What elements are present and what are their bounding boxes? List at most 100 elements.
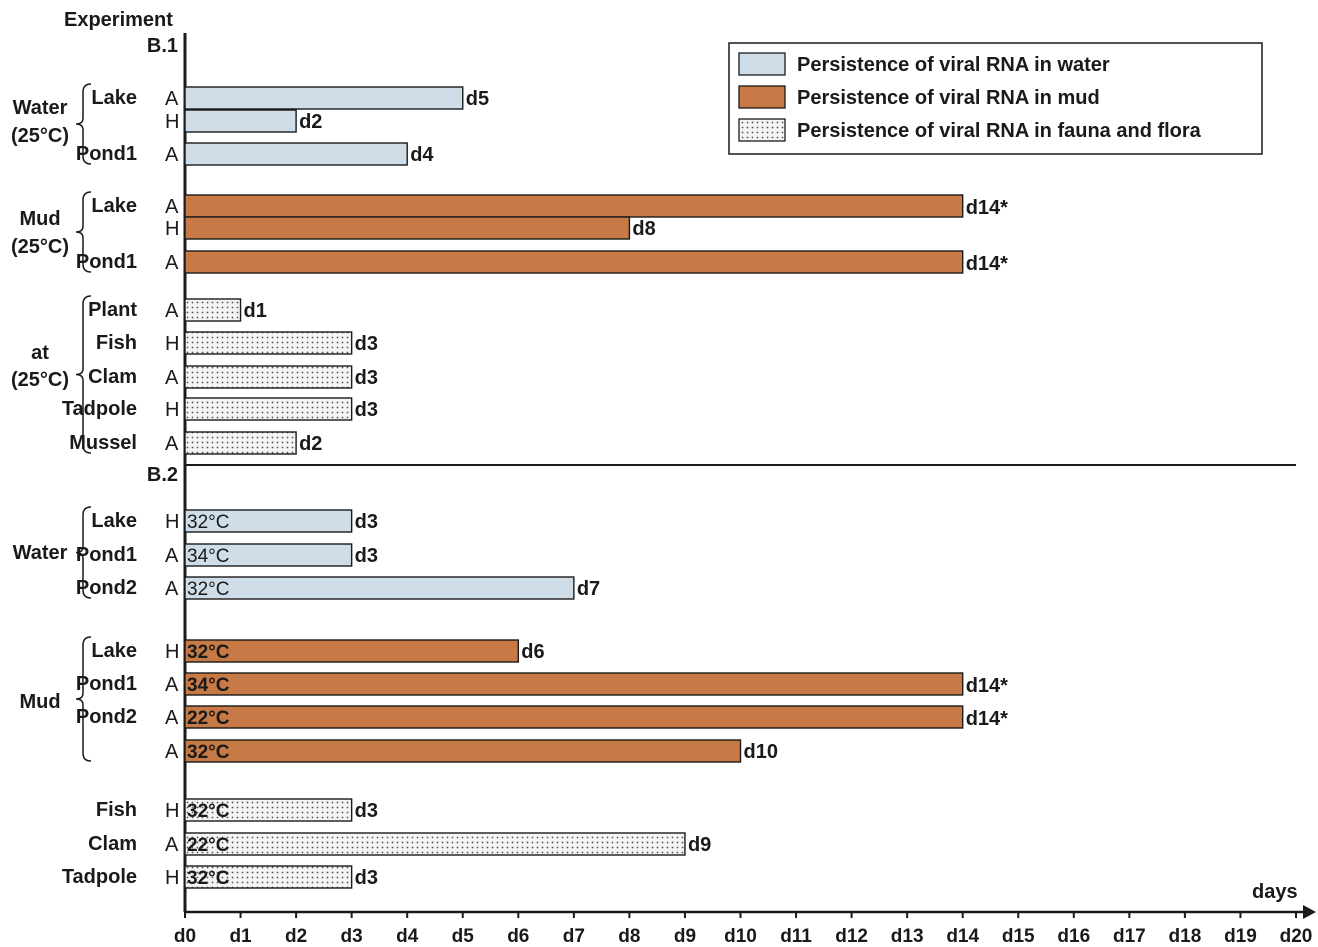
group-label: (25°C) xyxy=(11,369,69,391)
group-bracket xyxy=(75,295,92,454)
legend-label: Persistence of viral RNA in water xyxy=(797,54,1110,76)
legend-label: Persistence of viral RNA in fauna and fl… xyxy=(797,120,1202,142)
panel-title: B.1 xyxy=(147,35,178,57)
bar xyxy=(184,397,353,421)
bar-end-label: d5 xyxy=(466,88,489,110)
bar-end-label: d1 xyxy=(244,300,267,322)
x-tick-label: d8 xyxy=(618,926,640,947)
site-code: A xyxy=(165,741,179,763)
site-code: A xyxy=(165,834,179,856)
bar xyxy=(184,832,686,856)
bar xyxy=(184,705,964,729)
x-tick-label: d18 xyxy=(1169,926,1202,947)
temperature-label: 32°C xyxy=(187,801,230,822)
site-code: A xyxy=(165,674,179,696)
bar-end-label: d2 xyxy=(299,433,322,455)
site-code: A xyxy=(165,144,179,166)
bar xyxy=(184,798,353,822)
x-tick-label: d3 xyxy=(341,926,363,947)
row-label: Lake xyxy=(91,87,137,109)
bar-end-label: d8 xyxy=(632,218,655,240)
bar-end-label: d3 xyxy=(355,867,378,889)
bar-end-label: d3 xyxy=(355,367,378,389)
bar xyxy=(184,109,297,133)
row-label: Pond1 xyxy=(76,544,137,566)
site-code: A xyxy=(165,545,179,567)
row-label: Plant xyxy=(88,299,137,321)
group-bracket xyxy=(75,191,92,273)
x-tick-label: d12 xyxy=(835,926,868,947)
group-bracket xyxy=(75,506,92,599)
temperature-label: 32°C xyxy=(187,642,230,663)
bar-end-label: d14* xyxy=(966,675,1008,697)
site-code: H xyxy=(165,800,179,822)
x-tick-label: d15 xyxy=(1002,926,1035,947)
group-label: Mud xyxy=(19,208,60,230)
temperature-label: 34°C xyxy=(187,546,229,567)
group-label: Water xyxy=(13,97,68,119)
bar xyxy=(184,509,353,533)
site-code: A xyxy=(165,88,179,110)
x-tick-label: d10 xyxy=(724,926,757,947)
row-label: Tadpole xyxy=(62,398,137,420)
row-label: Clam xyxy=(88,833,137,855)
site-code: H xyxy=(165,867,179,889)
site-code: A xyxy=(165,196,179,218)
row-label: Pond1 xyxy=(76,673,137,695)
group-label: at xyxy=(31,342,49,364)
temperature-label: 32°C xyxy=(187,579,229,600)
legend-swatch xyxy=(738,85,786,109)
panel-title: B.2 xyxy=(147,464,178,486)
group-label: (25°C) xyxy=(11,125,69,147)
row-label: Fish xyxy=(96,799,137,821)
bar xyxy=(184,639,519,663)
bar-end-label: d3 xyxy=(355,399,378,421)
site-code: H xyxy=(165,333,179,355)
row-label: Lake xyxy=(91,510,137,532)
x-tick-label: d5 xyxy=(452,926,475,947)
bar-end-label: d6 xyxy=(521,641,544,663)
y-axis-title: Experiment xyxy=(64,9,173,31)
group-bracket xyxy=(75,636,92,762)
bar-end-label: d3 xyxy=(355,511,378,533)
site-code: A xyxy=(165,578,179,600)
bar xyxy=(184,331,353,355)
x-tick-label: d16 xyxy=(1057,926,1090,947)
x-tick-label: d6 xyxy=(507,926,529,947)
site-code: A xyxy=(165,707,179,729)
site-code: H xyxy=(165,399,179,421)
bar-end-label: d3 xyxy=(355,800,378,822)
temperature-label: 22°C xyxy=(187,708,230,729)
row-label: Lake xyxy=(91,640,137,662)
bar xyxy=(184,142,408,166)
bar-end-label: d9 xyxy=(688,834,711,856)
row-label: Mussel xyxy=(69,432,137,454)
bar xyxy=(184,216,631,240)
temperature-label: 32°C xyxy=(187,742,230,763)
bar xyxy=(184,672,964,696)
legend-label: Persistence of viral RNA in mud xyxy=(797,87,1100,109)
bar xyxy=(184,298,242,322)
temperature-label: 32°C xyxy=(187,512,229,533)
x-tick-label: d9 xyxy=(674,926,696,947)
legend-box xyxy=(728,42,1263,155)
site-code: A xyxy=(165,300,179,322)
site-code: A xyxy=(165,433,179,455)
group-bracket xyxy=(75,83,92,165)
x-tick-label: d14 xyxy=(946,926,979,947)
row-label: Pond1 xyxy=(76,251,137,273)
bar xyxy=(184,739,742,763)
site-code: A xyxy=(165,367,179,389)
bar-end-label: d14* xyxy=(966,253,1008,275)
legend-swatch xyxy=(738,52,786,76)
x-tick-label: d1 xyxy=(229,926,252,947)
site-code: H xyxy=(165,218,179,240)
bar xyxy=(184,250,964,274)
group-label: Mud xyxy=(19,691,60,713)
bar xyxy=(184,365,353,389)
site-code: H xyxy=(165,111,179,133)
bar-end-label: d7 xyxy=(577,578,600,600)
row-label: Pond1 xyxy=(76,143,137,165)
row-label: Lake xyxy=(91,195,137,217)
